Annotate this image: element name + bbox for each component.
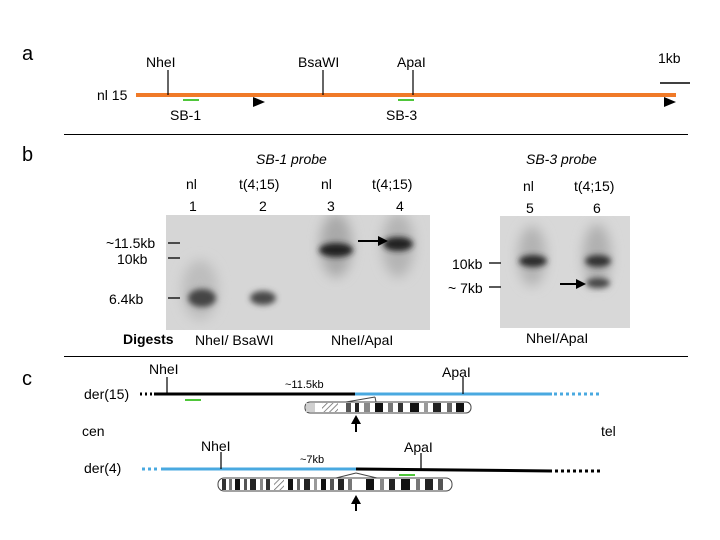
gel-right-svg [500,216,630,328]
lane-num-3: 3 [327,198,335,214]
der15-nhei-label: NheI [149,361,179,377]
lane-type-5: nl [523,178,534,194]
marker-11.5kb: ~11.5kb [106,235,156,251]
divider-1 [64,134,688,135]
der4-label: der(4) [84,460,122,476]
lane-type-6: t(4;15) [574,178,615,194]
arrowhead-2 [664,97,676,107]
sb3-probe-bar [398,99,414,101]
panel-label-c: c [22,368,32,390]
lane-type-2: t(4;15) [239,176,280,192]
der15-size-label: ~11.5kb [285,379,324,391]
site-label-bsawi: BsaWI [298,54,340,70]
probe-label-sb1: SB-1 [170,107,202,123]
site-label-apai: ApaI [397,54,426,70]
der4-ideogram [217,472,453,492]
der4-probe-bar [399,474,415,476]
der4-size-label: ~7kb [300,454,325,466]
lane-type-1: nl [186,176,197,192]
digests-label: Digests [123,331,174,347]
cen-label: cen [82,423,105,439]
band-lane-4-11.5kb [383,237,413,251]
marker-10kb: 10kb [117,251,148,267]
arrow-lane-4-head [378,236,388,246]
lane-num-5: 5 [526,200,534,216]
gel-left-svg [166,215,430,330]
panel-label-a: a [22,43,34,65]
track-label: nl 15 [97,87,128,103]
lane-type-4: t(4;15) [372,176,413,192]
lane-type-3: nl [321,176,332,192]
der15-probe-bar [185,399,201,401]
lane-num-1: 1 [189,198,197,214]
probe-title-right: SB-3 probe [526,151,597,167]
lane-num-4: 4 [396,198,404,214]
band-lane-6-10kb [585,255,611,267]
der15-break-arrow-head [351,415,361,424]
marker-right-7kb: ~ 7kb [448,280,483,296]
marker-right-10kb: 10kb [452,256,483,272]
probe-title-left: SB-1 probe [256,151,327,167]
band-lane-5-10kb [519,255,547,267]
der15-apai-label: ApaI [442,364,471,380]
der15-ideogram [304,396,472,414]
gel-right [500,216,630,328]
gel-left [166,215,430,330]
der4-break-arrow-head [351,495,361,504]
divider-2 [64,356,688,357]
band-lane-2-6.4kb [250,291,276,305]
arrowhead-1 [253,97,265,107]
digest-label-3: NheI/ApaI [526,330,589,346]
panel-label-b: b [22,144,34,166]
lane-num-6: 6 [593,200,601,216]
der4-chr15-segment [355,467,553,473]
der4-nhei-label: NheI [201,438,231,454]
band-lane-1-6.4kb [188,289,216,307]
arrow-lane-6-head [576,279,586,289]
digest-label-1: NheI/ BsaWI [195,332,274,348]
marker-6.4kb: 6.4kb [109,291,144,307]
lane-num-2: 2 [259,198,267,214]
site-label-nhei: NheI [146,54,176,70]
der4-apai-label: ApaI [404,439,433,455]
scale-label: 1kb [658,50,681,66]
band-lane-3-10kb [319,243,353,257]
digest-label-2: NheI/ApaI [331,332,394,348]
der15-label: der(15) [84,386,130,402]
sb1-probe-bar [183,99,199,101]
tel-label: tel [601,423,616,439]
probe-label-sb3: SB-3 [386,107,418,123]
chr15-track [136,93,676,97]
band-lane-6-7kb [586,278,610,288]
